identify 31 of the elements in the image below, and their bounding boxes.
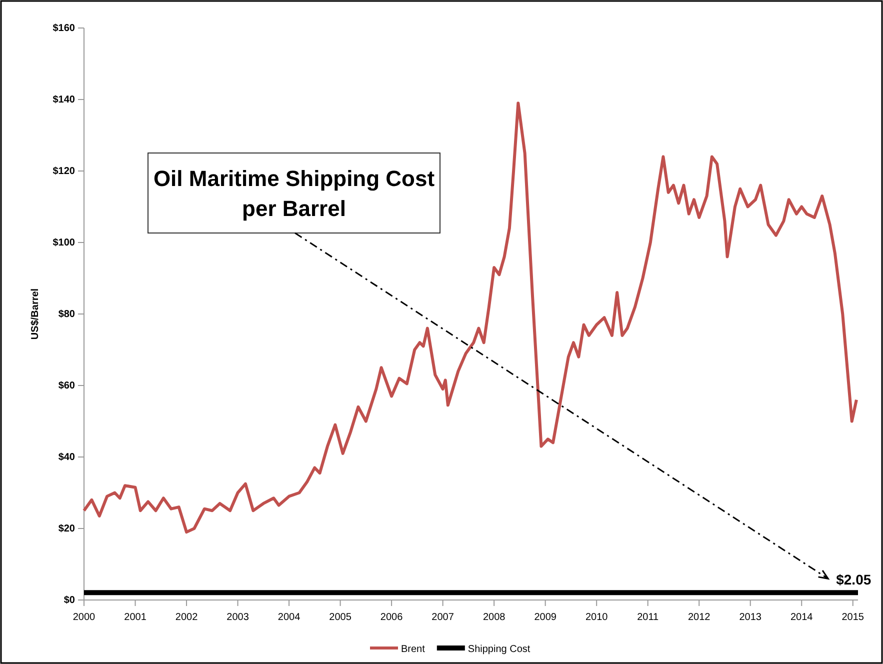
x-tick-label: 2003 xyxy=(226,612,250,623)
x-tick-label: 2015 xyxy=(842,612,864,623)
x-tick-label: 2008 xyxy=(482,612,506,623)
legend-label: Brent xyxy=(401,644,426,655)
x-tick-label: 2002 xyxy=(175,612,198,623)
annotation: Oil Maritime Shipping Cost per Barrel xyxy=(153,166,436,221)
y-tick-label: $100 xyxy=(52,238,76,249)
x-tick-label: 2000 xyxy=(72,612,96,623)
x-tick-label: 2011 xyxy=(637,612,660,623)
y-tick-label: $0 xyxy=(64,595,76,606)
x-tick-label: 2004 xyxy=(278,612,301,623)
line-series xyxy=(82,102,858,534)
y-tick-label: $60 xyxy=(58,380,76,392)
y-axis-title: US$/Barrel xyxy=(30,288,41,340)
y-tick-label: $160 xyxy=(52,23,76,34)
y-tick-label: $80 xyxy=(58,309,76,320)
legend-label: Shipping Cost xyxy=(468,644,530,655)
x-tick-label: 2006 xyxy=(380,612,404,623)
x-tick-label: 2005 xyxy=(329,612,352,623)
y-tick-label: $40 xyxy=(58,452,76,464)
x-tick-label: 2014 xyxy=(790,612,814,623)
x-tick-label: 2010 xyxy=(585,612,608,623)
annotation: $2.05 xyxy=(836,572,872,588)
x-tick-label: 2009 xyxy=(534,612,557,623)
x-tick-label: 2001 xyxy=(124,612,147,623)
y-tick-label: $20 xyxy=(58,524,76,535)
x-tick-label: 2012 xyxy=(688,612,711,623)
y-tick-label: $140 xyxy=(52,94,76,106)
x-tick-label: 2013 xyxy=(739,612,762,623)
y-tick-label: $120 xyxy=(52,166,76,178)
x-tick-label: 2007 xyxy=(432,612,454,623)
